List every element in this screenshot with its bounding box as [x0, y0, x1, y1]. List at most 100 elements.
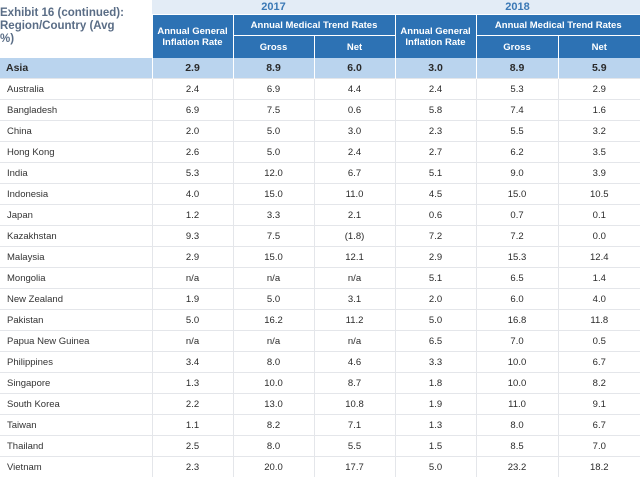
table-cell: 5.0	[233, 121, 314, 142]
table-cell: 2.9	[152, 247, 233, 268]
table-title-text: Exhibit 16 (continued): Region/Country (…	[0, 7, 128, 46]
table-cell: 6.2	[476, 142, 558, 163]
table-cell: 1.2	[152, 205, 233, 226]
country-name: Japan	[0, 205, 152, 226]
table-cell: 7.0	[558, 436, 640, 457]
table-cell: 7.5	[233, 100, 314, 121]
table-cell: 4.0	[558, 289, 640, 310]
table-cell: 7.0	[476, 331, 558, 352]
table-cell: 4.0	[152, 184, 233, 205]
table-cell: 10.0	[233, 373, 314, 394]
table-cell: 5.3	[152, 163, 233, 184]
country-name: Singapore	[0, 373, 152, 394]
table-cell: 3.0	[314, 121, 395, 142]
table-cell: 7.2	[395, 226, 476, 247]
table-cell: 5.9	[558, 58, 640, 79]
table-cell: 8.0	[233, 436, 314, 457]
table-cell: 6.0	[314, 58, 395, 79]
table-cell: 1.8	[395, 373, 476, 394]
table-cell: 1.3	[395, 415, 476, 436]
medical-trend-header-2018: Annual Medical Trend Rates	[476, 15, 640, 36]
table-cell: 7.4	[476, 100, 558, 121]
country-name: Thailand	[0, 436, 152, 457]
table-cell: 6.7	[314, 163, 395, 184]
inflation-header-2017: Annual General Inflation Rate	[152, 15, 233, 59]
table-cell: 0.7	[476, 205, 558, 226]
table-cell: 1.4	[558, 268, 640, 289]
table-cell: 3.2	[558, 121, 640, 142]
table-cell: 0.1	[558, 205, 640, 226]
table-cell: 4.6	[314, 352, 395, 373]
country-name: Bangladesh	[0, 100, 152, 121]
table-cell: 1.5	[395, 436, 476, 457]
table-cell: 0.6	[314, 100, 395, 121]
table-cell: 5.0	[233, 142, 314, 163]
table-cell: 8.0	[233, 352, 314, 373]
table-cell: 2.4	[395, 79, 476, 100]
country-name: Kazakhstan	[0, 226, 152, 247]
table-cell: n/a	[152, 331, 233, 352]
table-cell: 0.6	[395, 205, 476, 226]
table-cell: 11.0	[314, 184, 395, 205]
table-cell: 13.0	[233, 394, 314, 415]
table-cell: 2.7	[395, 142, 476, 163]
gross-header-2018: Gross	[476, 36, 558, 59]
table-cell: 6.0	[476, 289, 558, 310]
table-cell: 6.5	[476, 268, 558, 289]
table-cell: 10.0	[476, 373, 558, 394]
table-cell: 8.2	[558, 373, 640, 394]
country-name: Hong Kong	[0, 142, 152, 163]
table-cell: 8.5	[476, 436, 558, 457]
country-name: Papua New Guinea	[0, 331, 152, 352]
table-cell: 9.0	[476, 163, 558, 184]
table-cell: 15.0	[233, 247, 314, 268]
table-cell: 2.0	[395, 289, 476, 310]
table-cell: 0.0	[558, 226, 640, 247]
year-2018-header: 2018	[395, 0, 640, 15]
country-name: India	[0, 163, 152, 184]
table-cell: 5.8	[395, 100, 476, 121]
table-cell: 7.5	[233, 226, 314, 247]
table-cell: 0.5	[558, 331, 640, 352]
table-cell: 5.0	[233, 289, 314, 310]
table-cell: 12.1	[314, 247, 395, 268]
country-name: Vietnam	[0, 457, 152, 477]
table-cell: 16.8	[476, 310, 558, 331]
country-name: China	[0, 121, 152, 142]
region-row: Asia 2.9 8.9 6.0 3.0 8.9 5.9	[0, 58, 640, 79]
table-cell: 3.5	[558, 142, 640, 163]
table-cell: 5.5	[314, 436, 395, 457]
table-cell: 1.1	[152, 415, 233, 436]
table-title: Exhibit 16 (continued): Region/Country (…	[0, 0, 152, 58]
table-cell: 6.5	[395, 331, 476, 352]
table-cell: n/a	[152, 268, 233, 289]
table-cell: 3.9	[558, 163, 640, 184]
table-cell: 2.3	[152, 457, 233, 477]
table-cell: 1.3	[152, 373, 233, 394]
table-cell: 16.2	[233, 310, 314, 331]
table-cell: 5.0	[395, 310, 476, 331]
table-cell: 17.7	[314, 457, 395, 477]
table-cell: 8.9	[233, 58, 314, 79]
table-cell: 9.1	[558, 394, 640, 415]
table-cell: 3.1	[314, 289, 395, 310]
net-header-2018: Net	[558, 36, 640, 59]
table-cell: 8.0	[476, 415, 558, 436]
table-cell: 20.0	[233, 457, 314, 477]
table-cell: 12.4	[558, 247, 640, 268]
table-cell: 3.4	[152, 352, 233, 373]
table-cell: (1.8)	[314, 226, 395, 247]
